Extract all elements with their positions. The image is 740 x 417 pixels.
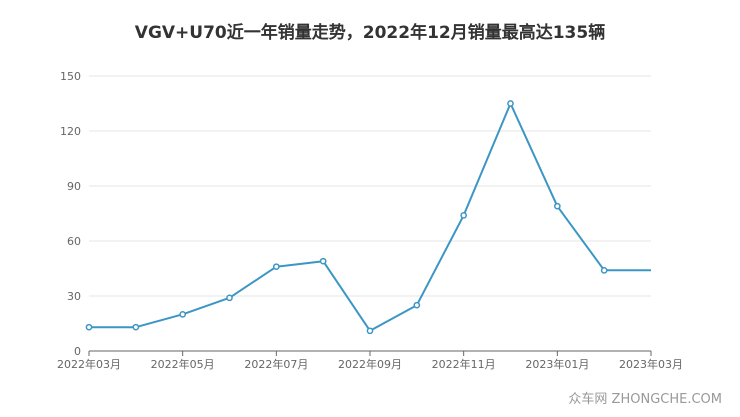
y-tick-label: 90 (67, 180, 81, 193)
series-line (89, 102, 651, 332)
data-point (413, 301, 421, 309)
y-tick-label: 0 (74, 345, 81, 358)
data-point (460, 211, 468, 219)
watermark: 众车网 ZHONGCHE.COM (568, 391, 722, 407)
x-tick-label: 2022年11月 (432, 357, 496, 371)
y-tick-label: 30 (67, 290, 81, 303)
grid (89, 75, 651, 297)
data-point (272, 263, 280, 271)
data-point (179, 310, 187, 318)
x-tick-label: 2023年01月 (525, 357, 589, 371)
data-point (553, 202, 561, 210)
x-tick-label: 2022年05月 (151, 357, 215, 371)
chart-title: VGV+U70近一年销量走势，2022年12月销量最高达135辆 (135, 22, 605, 43)
data-point (132, 323, 140, 331)
data-point (319, 257, 327, 265)
data-point (366, 327, 374, 335)
x-tick-label: 2022年07月 (244, 357, 308, 371)
series (85, 100, 651, 335)
axes: 0 30 60 90 120 150 2022年03月 2022年05月 2022年07月 202… (57, 70, 683, 371)
data-point (226, 294, 233, 302)
y-tick-label: 60 (67, 235, 81, 248)
y-tick-label: 150 (60, 70, 81, 83)
x-tick-label: 2023年03月 (619, 357, 683, 371)
data-point (85, 323, 93, 331)
data-point (507, 100, 514, 107)
x-tick-label: 2022年03月 (57, 357, 121, 371)
data-point (600, 266, 608, 274)
x-tick-label: 2022年09月 (338, 357, 402, 371)
y-tick-label: 120 (60, 125, 81, 138)
